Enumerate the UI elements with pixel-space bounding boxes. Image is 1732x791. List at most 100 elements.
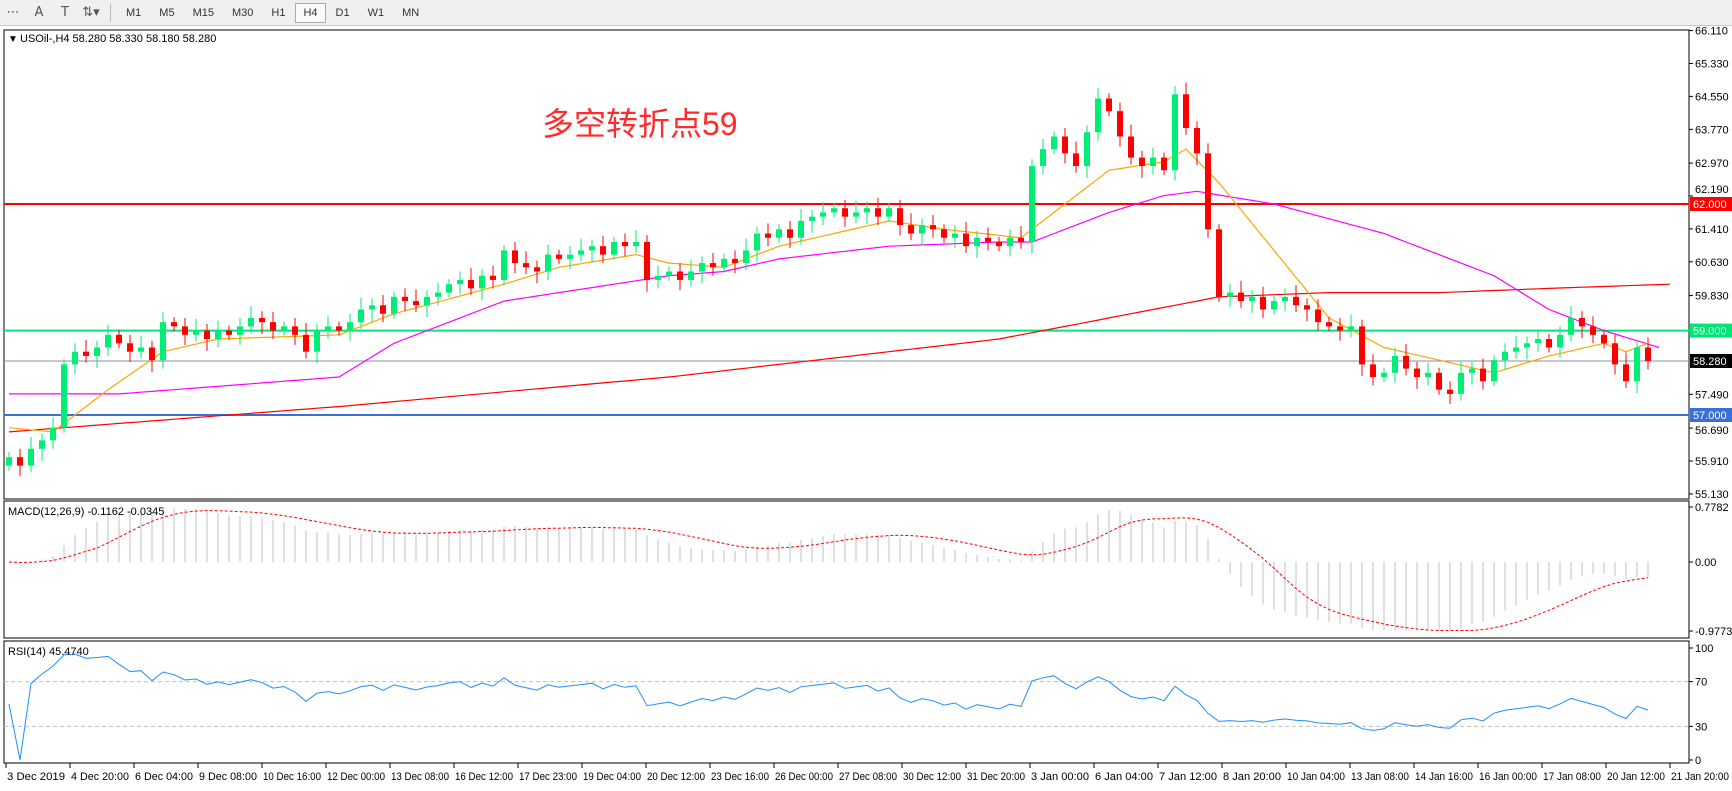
candle-body [391,296,397,314]
rsi-tick-label: 70 [1695,677,1707,689]
candle-body [226,330,232,335]
time-tick-label: 10 Jan 04:00 [1287,771,1345,783]
time-tick-label: 10 Dec 16:00 [263,771,321,783]
arrows-icon[interactable]: ⇅▾ [82,5,100,20]
candle-body [545,254,551,272]
timeframe-h4[interactable]: H4 [295,2,326,23]
candle-body [1018,237,1024,242]
candle-body [1040,149,1046,167]
level-badge [1690,323,1732,338]
macd-panel [3,500,1690,639]
candle-body [776,229,782,238]
price-tick-label: 60.630 [1695,257,1729,269]
candle-body [1337,326,1343,331]
price-tick-label: 62.190 [1695,184,1729,196]
candle-body [1095,98,1101,133]
text-a-icon[interactable]: A [34,5,44,20]
candle-body [1634,347,1640,382]
candle-body [985,237,991,242]
candle-body [1183,94,1189,129]
time-tick-label: 20 Jan 12:00 [1607,771,1665,783]
candle-body [1172,94,1178,171]
candle-body [589,246,595,251]
candle-body [1447,389,1453,394]
time-tick-label: 31 Dec 20:00 [967,771,1025,783]
grid-f-icon[interactable]: ⋯ [6,5,20,20]
candle-body [655,275,661,280]
candle-body [413,301,419,306]
time-tick-label: 20 Dec 12:00 [647,771,705,783]
candle-body [1205,153,1211,230]
level-label: 59.000 [1693,326,1727,338]
candle-body [633,241,639,247]
candle-body [1007,237,1013,247]
candle-body [1084,132,1090,167]
candle-body [600,246,606,255]
timeframe-m15[interactable]: M15 [192,6,214,19]
macd-tick-label: 0.00 [1695,557,1716,569]
candle-body [1414,368,1420,378]
price-tick-label: 65.330 [1695,58,1729,70]
candle-body [380,305,386,314]
timeframe-d1[interactable]: D1 [335,6,350,19]
time-tick-label: 9 Dec 08:00 [199,771,257,783]
candle-body [1502,351,1508,361]
current-price-label: 58.280 [1693,356,1727,368]
candle-body [281,326,287,331]
candle-body [435,292,441,297]
candle-body [578,250,584,255]
candle-body [1128,136,1134,158]
candle-body [28,448,34,466]
timeframe-m1[interactable]: M1 [126,6,142,19]
candle-body [1359,326,1365,365]
price-tick-label: 61.410 [1695,224,1729,236]
candle-body [6,457,12,466]
time-tick-label: 16 Dec 12:00 [455,771,513,783]
candle-body [193,330,199,335]
price-tick-label: 57.490 [1695,389,1729,401]
candle-body [1568,317,1574,335]
candle-body [1458,372,1464,394]
candle-body [50,427,56,441]
price-tick-label: 55.130 [1695,489,1729,501]
candle-body [1469,368,1475,373]
candle-body [842,208,848,217]
candle-body [347,322,353,331]
candle-body [1117,111,1123,137]
time-tick-label: 17 Dec 23:00 [519,771,577,783]
time-tick-label: 26 Dec 00:00 [775,771,833,783]
candle-body [204,330,210,340]
candle-body [39,440,45,449]
price-tick-label: 62.970 [1695,158,1729,170]
timeframe-m30[interactable]: M30 [231,6,254,19]
current-price-badge [1690,353,1732,368]
timeframe-mn[interactable]: MN [402,6,420,19]
time-tick-label: 16 Jan 00:00 [1479,771,1537,783]
time-tick-label: 17 Jan 08:00 [1543,771,1601,783]
candle-body [325,326,331,331]
time-tick-label: 23 Dec 16:00 [711,771,769,783]
candle-body [138,347,144,352]
candle-body [479,275,485,289]
timeframe-m5[interactable]: M5 [159,6,175,19]
candle-body [787,229,793,238]
candle-body [952,233,958,238]
timeframe-w1[interactable]: W1 [367,6,385,19]
candle-body [820,212,826,217]
text-label-icon[interactable]: T [61,5,69,20]
timeframe-h1[interactable]: H1 [271,6,286,19]
chart-window[interactable]: 66.110 65.330 64.550 63.770 62.970 62.190 61.4… [0,26,1732,791]
time-tick-label: 8 Jan 20:00 [1223,771,1281,783]
ma-fast-line [8,148,1649,433]
macd-tick-label: -0.9773 [1695,626,1732,638]
rsi-tick-label: 30 [1695,721,1707,733]
candle-body [677,271,683,280]
candle-body [501,250,507,280]
ma-slow-line [8,283,1671,433]
candle-body [1062,136,1068,154]
price-tick-label: 64.550 [1695,91,1729,103]
candle-body [1304,305,1310,310]
candle-body [1579,317,1585,327]
candle-body [1425,372,1431,378]
candle-body [182,326,188,335]
